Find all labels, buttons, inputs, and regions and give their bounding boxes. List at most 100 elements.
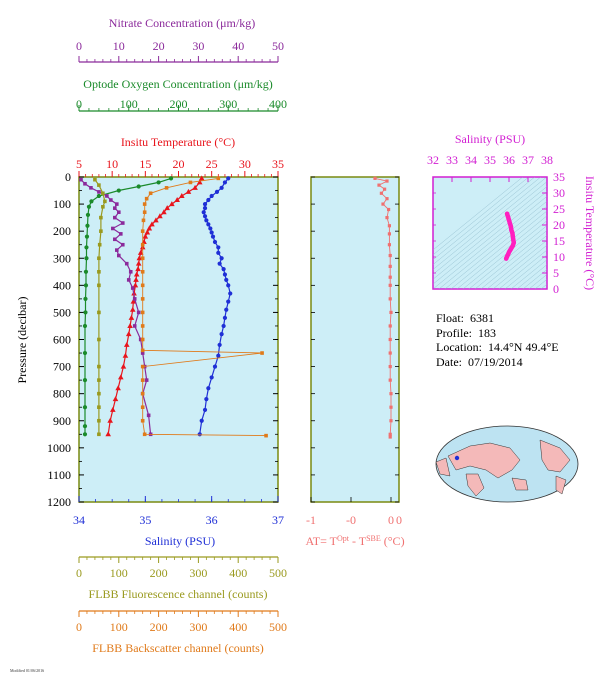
location-label: Location: bbox=[436, 340, 482, 354]
nitrate-point bbox=[126, 278, 131, 282]
backscatter-point bbox=[140, 297, 145, 301]
temperature-point bbox=[125, 331, 132, 337]
pressure-tick-label: 0 bbox=[65, 170, 71, 184]
salinity-point bbox=[219, 331, 224, 337]
temperature-point bbox=[179, 192, 185, 198]
fluorescence-point bbox=[97, 183, 101, 187]
salinity-point bbox=[206, 222, 211, 227]
ts-temperature-tick-label: 5 bbox=[553, 266, 559, 280]
salinity-point bbox=[226, 176, 231, 181]
nitrate-point bbox=[124, 261, 129, 266]
salinity-point bbox=[212, 364, 218, 369]
oxygen-point bbox=[83, 283, 89, 288]
nitrate-point bbox=[117, 253, 121, 258]
at-point bbox=[383, 187, 387, 191]
fluorescence-tick-label: 500 bbox=[269, 566, 287, 580]
backscatter-point bbox=[148, 191, 153, 196]
salinity-tick-label: 36 bbox=[206, 513, 218, 527]
backscatter-point bbox=[140, 348, 145, 353]
nitrate-point bbox=[115, 248, 119, 252]
at-axes: -1 -0 0 0 bbox=[306, 176, 402, 527]
at-point bbox=[388, 253, 392, 258]
nitrate-tick-label: 50 bbox=[272, 39, 284, 53]
oxygen-tick-label: 200 bbox=[170, 97, 188, 111]
oxygen-point bbox=[86, 204, 92, 209]
backscatter-point bbox=[140, 391, 145, 396]
temperature-point bbox=[135, 260, 142, 266]
salinity-point bbox=[202, 201, 208, 207]
pressure-tick-label: 100 bbox=[53, 197, 71, 211]
ts-temperature-tick-label: 15 bbox=[553, 234, 565, 248]
salinity-axis-title: Salinity (PSU) bbox=[145, 534, 215, 548]
ts-temperature-tick-label: 10 bbox=[553, 250, 565, 264]
oxygen-point bbox=[83, 269, 89, 274]
temperature-tick-label: 15 bbox=[139, 157, 151, 171]
backscatter-point bbox=[141, 218, 146, 223]
float-label: Float: bbox=[436, 311, 465, 325]
fluorescence-tick-label: 0 bbox=[76, 566, 82, 580]
ts-temperature-tick-label: 0 bbox=[553, 282, 559, 296]
date-value: 07/19/2014 bbox=[468, 354, 523, 369]
ts-salinity-tick-label: 36 bbox=[503, 153, 515, 167]
ts-axes: 32 33 34 35 36 37 38 0 5 10 15 20 25 30 35 bbox=[427, 153, 565, 296]
pressure-tick-label: 1200 bbox=[47, 495, 71, 509]
nitrate-point bbox=[89, 186, 93, 190]
salinity-point bbox=[221, 323, 226, 329]
salinity-tick-label: 37 bbox=[272, 513, 284, 527]
at-point bbox=[387, 207, 391, 212]
oxygen-point bbox=[83, 310, 88, 315]
salinity-point bbox=[219, 185, 224, 190]
fluorescence-point bbox=[97, 242, 102, 247]
backscatter-axis-title: FLBB Backscatter channel (counts) bbox=[92, 641, 264, 655]
oxygen-point bbox=[156, 180, 161, 185]
at-point bbox=[388, 324, 392, 328]
location-value: 14.4°N 49.4°E bbox=[487, 340, 559, 354]
at-point bbox=[387, 232, 391, 236]
ts-temperature-title: Insitu Temperature (°C) bbox=[583, 176, 597, 290]
nitrate-point bbox=[83, 181, 87, 186]
temperature-point bbox=[133, 276, 139, 282]
footer-note: Modified 01/06/2016 bbox=[10, 668, 44, 673]
backscatter-point bbox=[144, 196, 149, 201]
at-point bbox=[385, 179, 389, 183]
at-point bbox=[389, 310, 393, 315]
fluorescence-point bbox=[97, 418, 101, 423]
at-point bbox=[377, 183, 381, 187]
nitrate-point bbox=[138, 337, 143, 342]
nitrate-point bbox=[105, 194, 109, 198]
at-point bbox=[373, 176, 377, 180]
at-tick-label: -0 bbox=[346, 513, 356, 527]
ts-series bbox=[503, 211, 517, 261]
fluorescence-point bbox=[101, 204, 105, 209]
fluorescence-point bbox=[97, 405, 101, 410]
oxygen-point bbox=[116, 188, 121, 193]
temperature-point bbox=[144, 229, 151, 235]
oxygen-tick-label: 0 bbox=[76, 97, 82, 111]
nitrate-point bbox=[113, 206, 117, 210]
oxygen-point bbox=[82, 350, 88, 356]
at-point bbox=[388, 351, 392, 355]
pressure-tick-label: 600 bbox=[53, 333, 71, 347]
oxygen-point bbox=[82, 432, 88, 437]
temperature-point bbox=[132, 282, 139, 288]
fluorescence-point bbox=[101, 191, 105, 196]
temperature-point bbox=[122, 352, 129, 358]
backscatter-point bbox=[188, 180, 193, 185]
temperature-point bbox=[161, 209, 167, 215]
nitrate-point bbox=[128, 269, 133, 274]
oxygen-point bbox=[84, 256, 89, 261]
backscatter-point bbox=[140, 256, 145, 261]
at-tick-label: 0 bbox=[388, 513, 394, 527]
profile-panel bbox=[78, 176, 279, 503]
nitrate-point bbox=[146, 413, 151, 418]
temperature-point bbox=[130, 298, 137, 304]
temperature-tick-label: 25 bbox=[206, 157, 218, 171]
temperature-point bbox=[196, 179, 203, 185]
salinity-point bbox=[226, 283, 231, 288]
salinity-point bbox=[228, 291, 233, 296]
salinity-point bbox=[216, 245, 221, 250]
salinity-point bbox=[202, 214, 208, 219]
salinity-point bbox=[221, 266, 226, 272]
pressure-tick-label: 800 bbox=[53, 387, 71, 401]
temperature-point bbox=[127, 322, 133, 328]
